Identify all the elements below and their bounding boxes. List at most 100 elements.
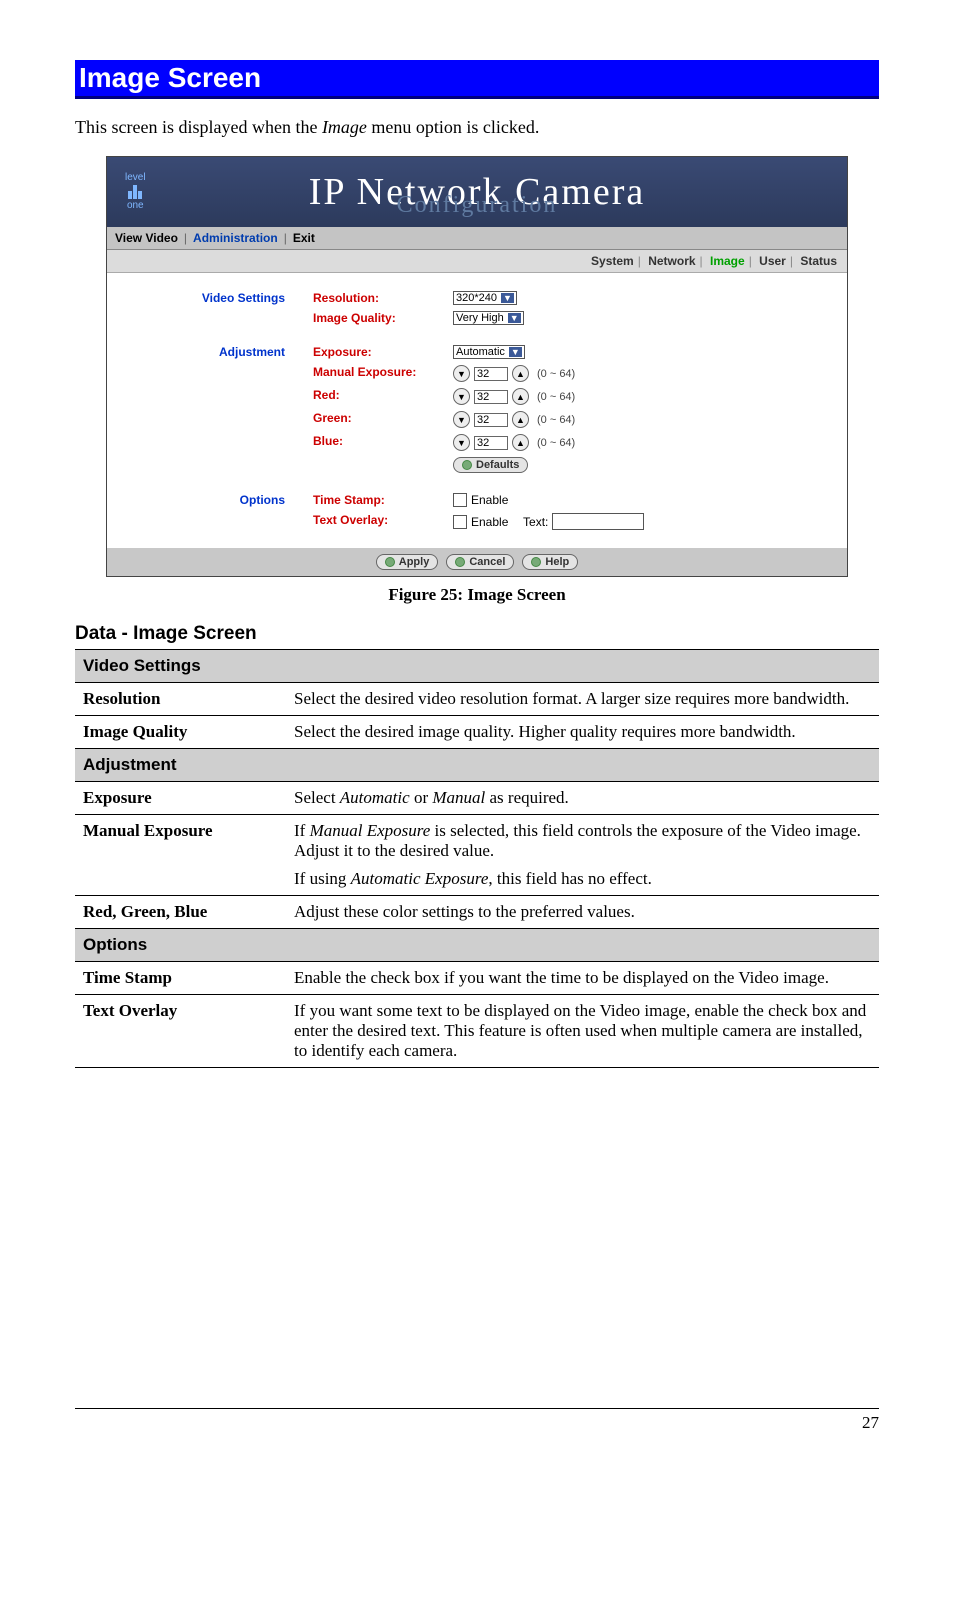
banner-title: IP Network Camera <box>107 170 847 214</box>
row-label-overlay: Text Overlay <box>75 995 286 1068</box>
row-label-timestamp: Time Stamp <box>75 962 286 995</box>
cancel-label: Cancel <box>469 556 505 568</box>
apply-button[interactable]: Apply <box>376 554 439 570</box>
label-red: Red: <box>313 388 453 402</box>
overlay-checkbox[interactable] <box>453 515 467 529</box>
timestamp-checkbox[interactable] <box>453 493 467 507</box>
decrement-button[interactable]: ▼ <box>453 411 470 428</box>
row-desc-manual-exposure: If Manual Exposure is selected, this fie… <box>286 815 879 896</box>
logo: level one <box>125 173 146 211</box>
help-button[interactable]: Help <box>522 554 578 570</box>
label-green: Green: <box>313 411 453 425</box>
button-dot-icon <box>455 557 465 567</box>
blue-input[interactable]: 32 <box>474 436 508 450</box>
button-dot-icon <box>462 460 472 470</box>
section-header: Image Screen <box>75 60 879 99</box>
screenshot-banner: level one IP Network Camera Configuratio… <box>107 157 847 227</box>
button-dot-icon <box>385 557 395 567</box>
figure-caption: Figure 25: Image Screen <box>75 585 879 605</box>
label-resolution: Resolution: <box>313 291 453 305</box>
table-header-options: Options <box>75 929 879 962</box>
subnav-status[interactable]: Status <box>800 254 837 268</box>
row-label-quality: Image Quality <box>75 716 286 749</box>
decrement-button[interactable]: ▼ <box>453 388 470 405</box>
logo-bottom: one <box>127 201 144 211</box>
exposure-select[interactable]: Automatic ▼ <box>453 345 525 359</box>
row-desc-resolution: Select the desired video resolution form… <box>286 683 879 716</box>
page-number: 27 <box>862 1413 879 1432</box>
group-video-settings: Video Settings <box>125 291 313 305</box>
row-label-manual-exposure: Manual Exposure <box>75 815 286 896</box>
secondary-nav: System| Network| Image| User| Status <box>107 250 847 273</box>
row-desc-overlay: If you want some text to be displayed on… <box>286 995 879 1068</box>
nav-administration[interactable]: Administration <box>193 231 278 245</box>
nav-sep: | <box>284 231 287 245</box>
group-options: Options <box>125 493 313 507</box>
manual-range: (0 ~ 64) <box>537 368 575 380</box>
row-desc-exposure: Select Automatic or Manual as required. <box>286 782 879 815</box>
label-manual-exposure: Manual Exposure: <box>313 365 453 379</box>
increment-button[interactable]: ▲ <box>512 411 529 428</box>
apply-label: Apply <box>399 556 430 568</box>
nav-sep: | <box>184 231 187 245</box>
quality-select[interactable]: Very High ▼ <box>453 311 524 325</box>
nav-exit[interactable]: Exit <box>293 231 315 245</box>
label-blue: Blue: <box>313 434 453 448</box>
timestamp-enable-label: Enable <box>471 493 508 507</box>
help-label: Help <box>545 556 569 568</box>
form-area: Video Settings Resolution: 320*240 ▼ Ima… <box>107 273 847 548</box>
decrement-button[interactable]: ▼ <box>453 365 470 382</box>
subnav-network[interactable]: Network <box>648 254 695 268</box>
data-heading: Data - Image Screen <box>75 623 879 645</box>
green-input[interactable]: 32 <box>474 413 508 427</box>
increment-button[interactable]: ▲ <box>512 388 529 405</box>
dropdown-arrow-icon: ▼ <box>509 347 522 357</box>
label-text-overlay: Text Overlay: <box>313 513 453 527</box>
intro-post: menu option is clicked. <box>367 117 539 137</box>
action-button-row: Apply Cancel Help <box>107 548 847 576</box>
table-header-adjustment: Adjustment <box>75 749 879 782</box>
defaults-button[interactable]: Defaults <box>453 457 528 473</box>
row-desc-rgb: Adjust these color settings to the prefe… <box>286 896 879 929</box>
quality-value: Very High <box>456 312 504 324</box>
increment-button[interactable]: ▲ <box>512 365 529 382</box>
label-image-quality: Image Quality: <box>313 311 453 325</box>
banner-subtitle: Configuration <box>107 192 847 219</box>
overlay-enable-label: Enable <box>471 515 508 529</box>
row-label-rgb: Red, Green, Blue <box>75 896 286 929</box>
decrement-button[interactable]: ▼ <box>453 434 470 451</box>
blue-range: (0 ~ 64) <box>537 437 575 449</box>
row-label-exposure: Exposure <box>75 782 286 815</box>
row-desc-quality: Select the desired image quality. Higher… <box>286 716 879 749</box>
exposure-value: Automatic <box>456 346 505 358</box>
data-table: Video Settings Resolution Select the des… <box>75 649 879 1068</box>
resolution-select[interactable]: 320*240 ▼ <box>453 291 517 305</box>
subnav-system[interactable]: System <box>591 254 634 268</box>
intro-menu: Image <box>322 117 367 137</box>
logo-top: level <box>125 173 146 183</box>
defaults-label: Defaults <box>476 459 519 471</box>
label-exposure: Exposure: <box>313 345 453 359</box>
dropdown-arrow-icon: ▼ <box>501 293 514 303</box>
manual-exposure-input[interactable]: 32 <box>474 367 508 381</box>
resolution-value: 320*240 <box>456 292 497 304</box>
green-range: (0 ~ 64) <box>537 414 575 426</box>
row-label-resolution: Resolution <box>75 683 286 716</box>
intro-pre: This screen is displayed when the <box>75 117 322 137</box>
primary-nav: View Video | Administration | Exit <box>107 227 847 250</box>
increment-button[interactable]: ▲ <box>512 434 529 451</box>
group-adjustment: Adjustment <box>125 345 313 359</box>
table-header-video: Video Settings <box>75 650 879 683</box>
cancel-button[interactable]: Cancel <box>446 554 514 570</box>
overlay-text-label: Text: <box>523 515 548 529</box>
row-desc-timestamp: Enable the check box if you want the tim… <box>286 962 879 995</box>
label-time-stamp: Time Stamp: <box>313 493 453 507</box>
overlay-text-input[interactable] <box>552 513 644 530</box>
subnav-user[interactable]: User <box>759 254 786 268</box>
screenshot-container: level one IP Network Camera Configuratio… <box>106 156 848 577</box>
subnav-image[interactable]: Image <box>710 254 745 268</box>
intro-text: This screen is displayed when the Image … <box>75 117 879 138</box>
dropdown-arrow-icon: ▼ <box>508 313 521 323</box>
red-input[interactable]: 32 <box>474 390 508 404</box>
nav-view-video[interactable]: View Video <box>115 231 178 245</box>
